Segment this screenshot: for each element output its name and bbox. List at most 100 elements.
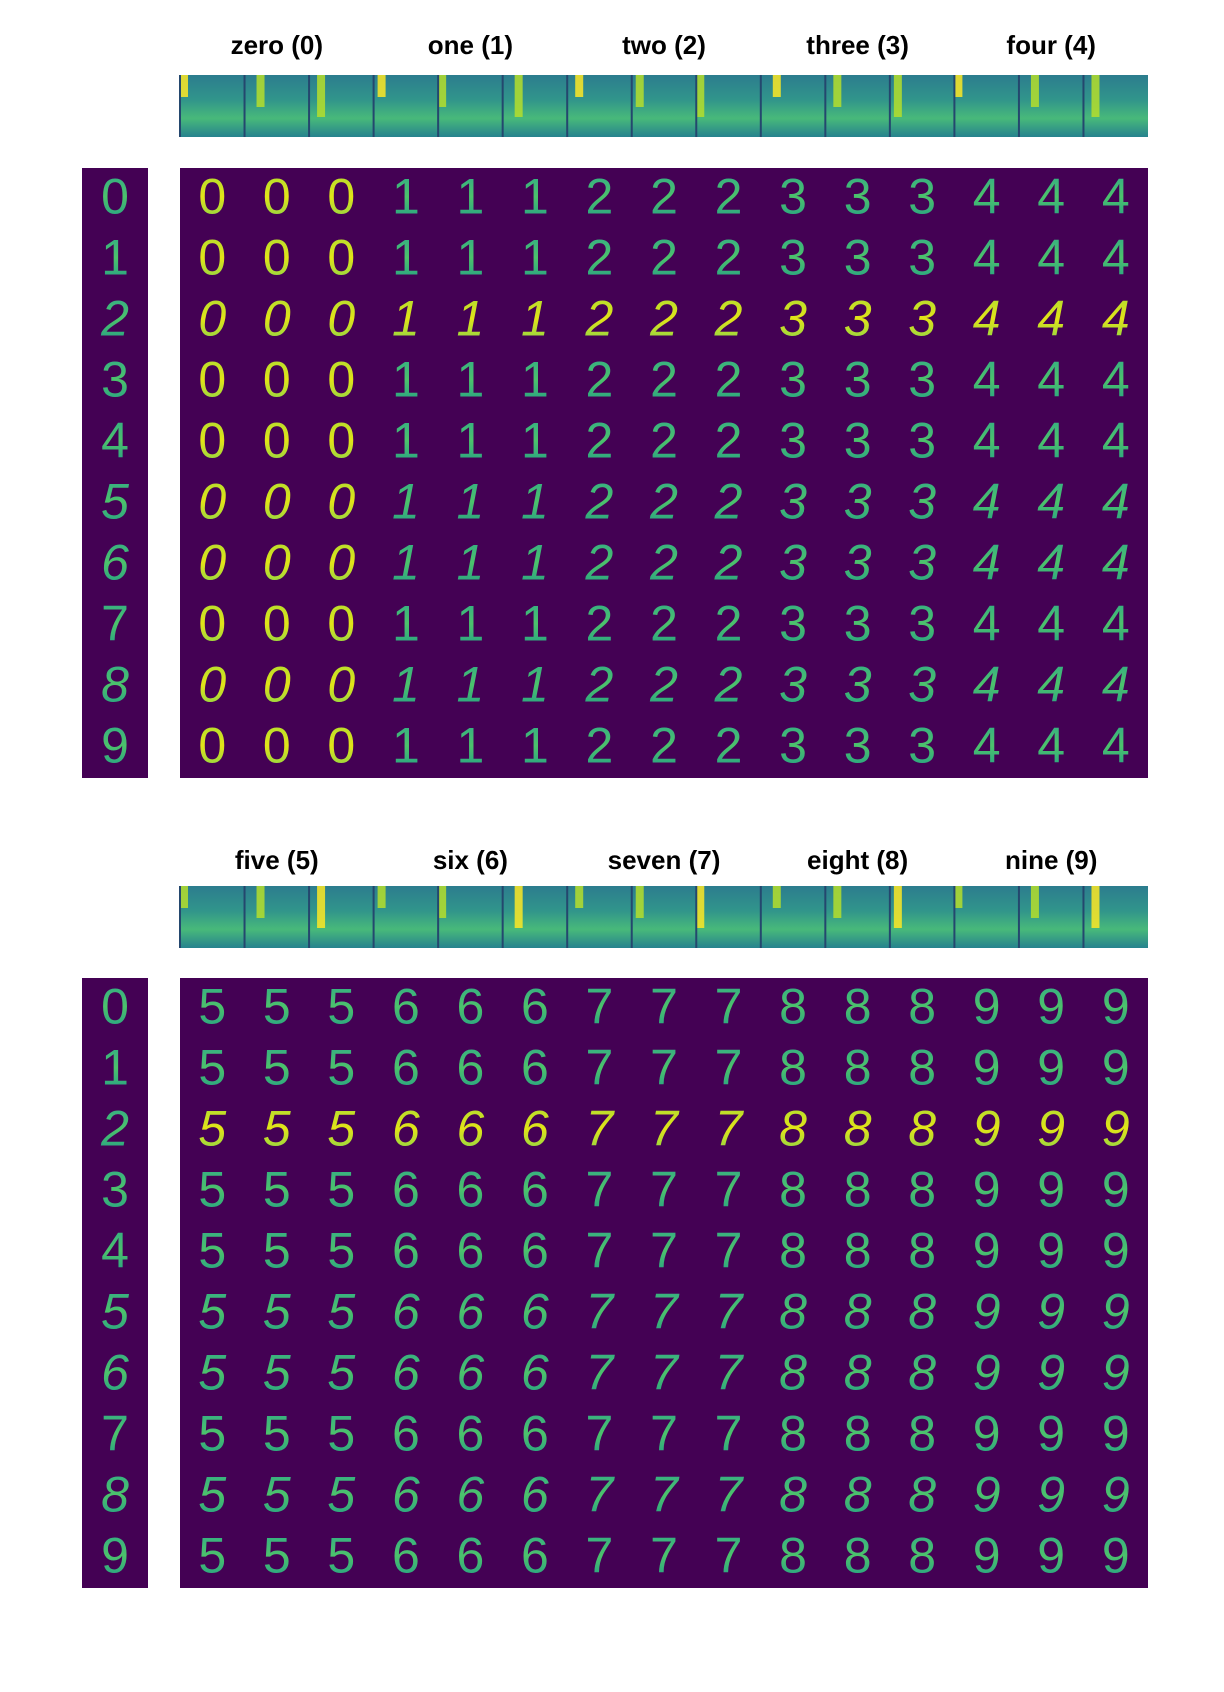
generated-digit: 1 [521,596,549,652]
generated-digit: 1 [521,718,549,774]
generated-digit: 3 [779,474,807,530]
style-digit: 9 [101,1528,129,1584]
generated-digit: 3 [908,657,936,713]
generated-digit: 9 [1102,979,1130,1035]
generated-digit: 2 [585,657,614,713]
generated-digit: 3 [908,230,936,286]
generated-digit: 9 [1102,1467,1130,1523]
generated-digit: 7 [715,1284,745,1340]
generated-digit: 3 [844,535,872,591]
generated-digit: 4 [1102,169,1130,225]
style-strip-highlight [317,75,326,117]
generated-digit: 9 [1037,1284,1065,1340]
generated-digit: 4 [973,352,1001,408]
generated-digit: 6 [456,1162,484,1218]
style-digit: 0 [101,169,129,225]
generated-digit: 7 [715,1467,745,1523]
generated-digit: 8 [908,1101,936,1157]
generated-digit: 6 [521,1528,549,1584]
generated-digit: 2 [715,413,743,469]
style-digit: 9 [101,718,129,774]
generated-digit: 0 [263,596,291,652]
generated-digit: 8 [779,1467,807,1523]
generated-digit: 8 [908,1528,936,1584]
generated-digit: 2 [715,596,743,652]
generated-digit: 5 [198,1101,226,1157]
generated-digit: 2 [586,413,614,469]
generated-digit: 1 [392,474,420,530]
generated-digit: 1 [456,596,484,652]
generated-digit: 0 [327,535,355,591]
generated-digit: 1 [456,718,484,774]
style-strip-highlight [438,75,447,107]
generated-digit: 6 [456,1284,484,1340]
generated-digit: 8 [844,1528,872,1584]
generated-digit: 8 [908,1223,936,1279]
generated-digit: 4 [973,657,1001,713]
generated-digit: 1 [456,535,484,591]
generated-digit: 0 [263,657,291,713]
style-digit: 6 [101,535,129,591]
style-strip-tile [438,886,503,948]
generated-digit: 3 [908,596,936,652]
generated-digit: 7 [586,1345,616,1401]
generated-digit: 8 [844,1284,872,1340]
generated-digit: 2 [585,535,614,591]
style-strip-highlight [1091,886,1100,928]
generated-digit: 7 [586,1101,616,1157]
generated-digit: 4 [1037,352,1065,408]
style-strip-tile [696,886,761,948]
generated-digit: 5 [263,1284,291,1340]
generated-digit: 5 [327,1040,355,1096]
generated-digit: 3 [908,413,936,469]
generated-digit: 8 [844,1223,872,1279]
generated-digit: 0 [198,169,226,225]
generated-digit: 0 [327,718,355,774]
style-strip-tile [696,75,761,137]
generated-digit: 0 [263,230,291,286]
generated-digit: 2 [586,596,614,652]
generated-digit: 7 [715,979,743,1035]
generated-digit: 5 [198,1467,226,1523]
generated-digit: 1 [521,169,549,225]
generated-digit: 4 [1102,535,1130,591]
generated-digit: 7 [715,1406,743,1462]
generated-digit: 7 [650,1467,680,1523]
style-strip-highlight [180,75,188,97]
generated-digit: 6 [456,1040,484,1096]
generated-digit: 5 [198,1162,226,1218]
generated-digit: 8 [908,1284,936,1340]
generated-digit: 7 [650,1162,678,1218]
generated-digit: 3 [908,718,936,774]
generated-digit: 6 [521,979,549,1035]
generated-digit: 2 [650,169,678,225]
generated-digit: 8 [779,1284,807,1340]
style-strip-tile [954,75,1019,137]
generated-digit: 4 [1037,474,1065,530]
generated-digit: 5 [198,1284,226,1340]
generated-digit: 8 [779,1101,807,1157]
style-strip-highlight [1030,75,1039,107]
generated-digit: 5 [327,1162,355,1218]
style-strip-highlight [893,75,902,117]
generated-digit: 9 [1102,1406,1130,1462]
generated-digit: 9 [1037,1345,1065,1401]
generated-digit: 9 [1102,1284,1130,1340]
generated-digit: 2 [715,230,743,286]
generated-digit: 5 [263,1406,291,1462]
generated-digit: 2 [650,413,678,469]
style-digit: 8 [101,657,129,713]
generated-digit: 4 [973,535,1001,591]
style-strip-tile [180,886,245,948]
style-digit: 2 [100,1101,129,1157]
generated-digit: 2 [650,352,678,408]
generated-digit: 2 [649,474,678,530]
generated-digit: 7 [586,1528,614,1584]
generated-digit: 5 [263,1223,291,1279]
generated-digit: 8 [779,1223,807,1279]
generated-digit: 3 [908,474,936,530]
generated-digit: 2 [715,718,743,774]
generated-digit: 6 [392,1040,420,1096]
generated-digit: 4 [1102,596,1130,652]
